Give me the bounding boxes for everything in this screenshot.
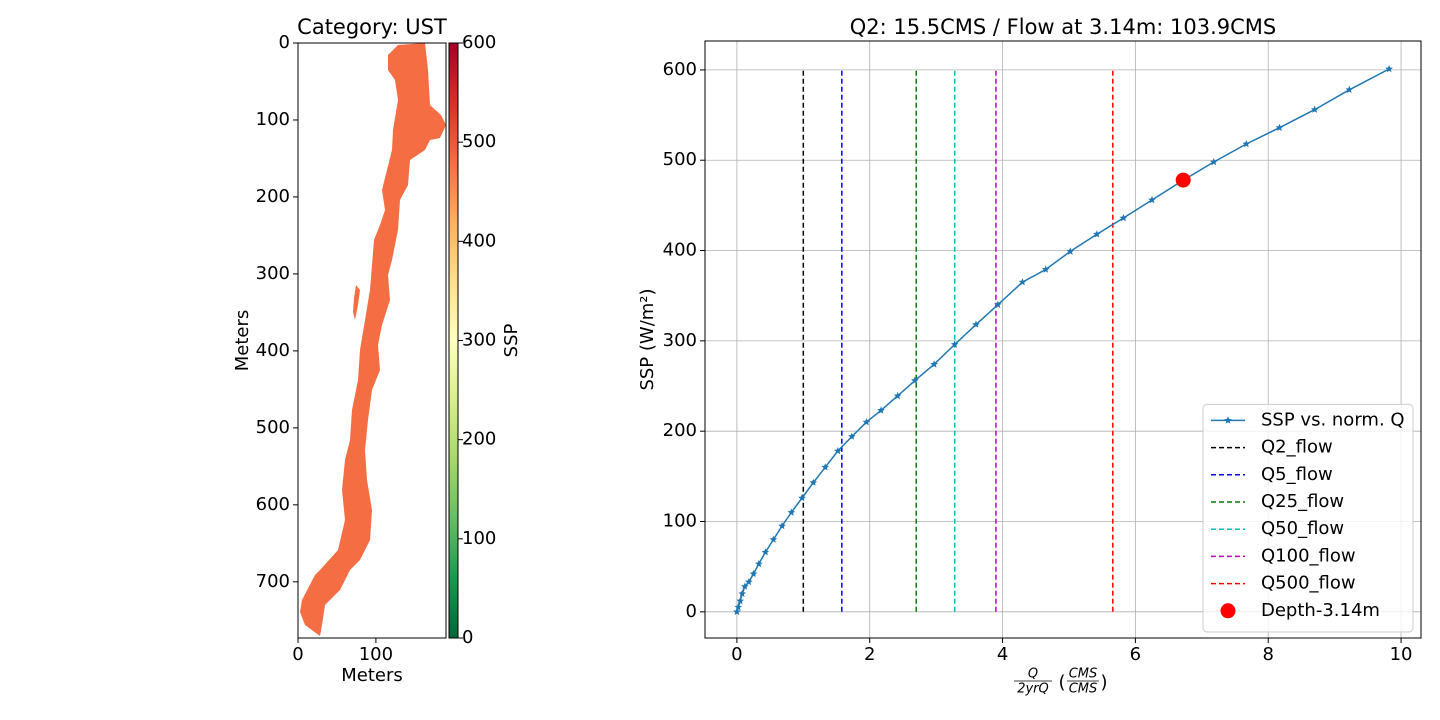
point-marker — [1066, 247, 1075, 255]
x-tick-label: 100 — [359, 644, 393, 665]
x-tick-label: 0 — [731, 644, 742, 665]
point-marker — [778, 522, 786, 530]
y-tick-label: 500 — [256, 417, 290, 438]
point-marker — [1119, 214, 1128, 222]
x-axis-label: Meters — [341, 665, 403, 686]
point-marker — [1310, 105, 1319, 113]
paren: ) — [1100, 672, 1107, 693]
point-marker — [972, 320, 980, 328]
legend-swatch — [1224, 416, 1232, 424]
chart-title: Q2: 15.5CMS / Flow at 3.14m: 103.9CMS — [850, 15, 1277, 39]
point-marker — [755, 559, 763, 568]
paren: ( — [1058, 672, 1065, 693]
legend-label: Q5_flow — [1261, 464, 1333, 485]
point-marker — [930, 360, 938, 368]
point-marker — [834, 447, 842, 455]
stream-island — [353, 285, 360, 320]
point-marker — [734, 603, 742, 611]
point-marker — [733, 607, 741, 615]
point-marker — [848, 432, 856, 440]
point-marker — [749, 569, 758, 578]
y-tick-label: 100 — [256, 109, 290, 130]
legend-label: SSP vs. norm. Q — [1261, 409, 1405, 430]
legend-label: Depth-3.14m — [1261, 600, 1380, 621]
colorbar-tick-label: 0 — [462, 627, 473, 648]
point-marker — [809, 478, 818, 486]
point-marker — [821, 463, 829, 471]
x-tick-label: 10 — [1390, 644, 1413, 665]
colorbar-tick-label: 600 — [462, 32, 496, 53]
y-axis-label: SSP (W/m²) — [637, 288, 658, 390]
x-axis-label-part: Q — [1028, 667, 1038, 682]
x-axis-label-part: CMS — [1069, 667, 1098, 682]
stream-shape — [300, 43, 446, 636]
point-marker — [950, 340, 959, 348]
point-marker — [761, 548, 770, 556]
x-tick-label: 2 — [864, 644, 875, 665]
point-marker — [1345, 85, 1354, 93]
highlight-point — [1175, 172, 1191, 188]
y-tick-label: 600 — [256, 494, 290, 515]
axes-frame — [297, 42, 447, 639]
legend-label: Q2_flow — [1261, 437, 1333, 458]
left-panel — [300, 43, 446, 636]
colorbar-tick-label: 100 — [462, 528, 496, 549]
x-axis-label-part: CMS — [1069, 682, 1098, 697]
point-marker — [738, 589, 746, 597]
point-marker — [736, 597, 744, 605]
point-marker — [745, 578, 753, 586]
y-axis-label: Meters — [232, 310, 253, 372]
point-marker — [1210, 158, 1218, 166]
y-tick-label: 700 — [256, 571, 290, 592]
legend-label: Q25_flow — [1261, 491, 1344, 512]
legend-label: Q100_flow — [1261, 545, 1356, 566]
point-marker — [1041, 265, 1050, 273]
point-marker — [1275, 123, 1284, 131]
x-axis-label-part: 2yrQ — [1017, 682, 1049, 697]
point-marker — [994, 300, 1002, 308]
y-tick-label: 0 — [279, 32, 290, 53]
point-marker — [798, 494, 806, 502]
point-marker — [787, 508, 796, 516]
x-tick-label: 4 — [997, 644, 1008, 665]
y-tick-label: 400 — [256, 340, 290, 361]
legend-label: Q50_flow — [1261, 518, 1344, 539]
chart-title: Category: UST — [297, 15, 447, 39]
x-tick-label: 8 — [1263, 644, 1274, 665]
colorbar-tick-label: 300 — [462, 330, 496, 351]
y-tick-label: 0 — [686, 601, 697, 622]
point-marker — [1018, 278, 1027, 286]
colorbar-tick-label: 200 — [462, 429, 496, 450]
x-tick-label: 6 — [1130, 644, 1141, 665]
y-tick-label: 600 — [663, 59, 697, 80]
y-tick-label: 300 — [256, 263, 290, 284]
y-tick-label: 300 — [663, 330, 697, 351]
colorbar-tick-label: 500 — [462, 131, 496, 152]
legend-box — [1202, 403, 1414, 633]
point-marker — [1148, 196, 1156, 204]
y-tick-label: 200 — [256, 186, 290, 207]
point-marker — [911, 376, 919, 384]
point-marker — [893, 391, 902, 400]
point-marker — [1093, 230, 1101, 238]
colorbar-label: SSP — [501, 324, 522, 358]
point-marker — [769, 535, 778, 543]
legend-label: Q500_flow — [1261, 573, 1356, 594]
y-tick-label: 200 — [663, 420, 697, 441]
legend-swatch — [1220, 603, 1236, 619]
colorbar-tick-label: 400 — [462, 230, 496, 251]
y-tick-label: 400 — [663, 240, 697, 261]
y-tick-label: 100 — [663, 510, 697, 531]
x-tick-label: 0 — [292, 644, 303, 665]
colorbar — [448, 42, 459, 639]
y-tick-label: 500 — [663, 149, 697, 170]
point-marker — [1385, 65, 1393, 73]
point-marker — [1242, 140, 1251, 148]
point-marker — [862, 418, 871, 426]
axes-frame — [704, 40, 1422, 639]
point-marker — [741, 582, 749, 590]
point-marker — [877, 406, 885, 414]
